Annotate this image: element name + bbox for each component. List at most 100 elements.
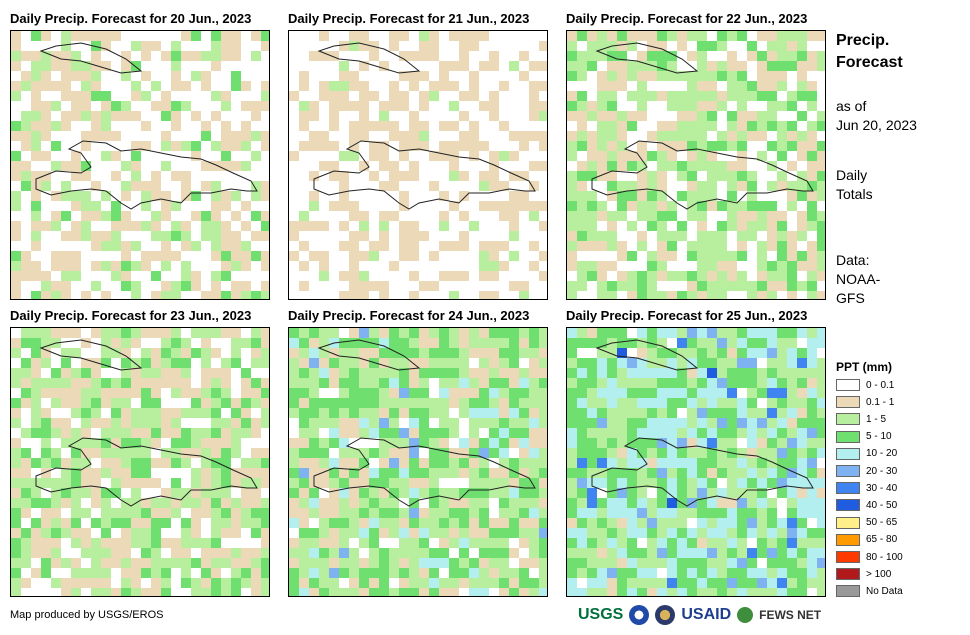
precip-cell	[767, 578, 777, 588]
precip-cell	[747, 141, 757, 151]
precip-cell	[747, 281, 757, 291]
precip-cell	[499, 111, 509, 121]
precip-cell	[757, 41, 767, 51]
precip-cell	[151, 171, 161, 181]
precip-cell	[51, 261, 61, 271]
precip-cell	[81, 388, 91, 398]
precip-cell	[489, 191, 499, 201]
precip-cell	[617, 201, 627, 211]
precip-cell	[369, 448, 379, 458]
precip-cell	[529, 191, 539, 201]
precip-cell	[11, 348, 21, 358]
precip-cell	[251, 408, 261, 418]
precip-cell	[171, 201, 181, 211]
precip-cell	[797, 428, 807, 438]
precip-cell	[359, 51, 369, 61]
precip-cell	[439, 398, 449, 408]
precip-cell	[687, 81, 697, 91]
precip-cell	[509, 221, 519, 231]
precip-cell	[141, 161, 151, 171]
precip-cell	[319, 558, 329, 568]
precip-cell	[687, 378, 697, 388]
precip-cell	[379, 221, 389, 231]
precip-cell	[697, 41, 707, 51]
precip-cell	[221, 51, 231, 61]
precip-cell	[627, 458, 637, 468]
precip-cell	[389, 91, 399, 101]
precip-cell	[449, 71, 459, 81]
precip-cell	[587, 328, 597, 338]
precip-cell	[369, 508, 379, 518]
precip-cell	[687, 548, 697, 558]
precip-cell	[131, 558, 141, 568]
precip-cell	[191, 91, 201, 101]
precip-cell	[519, 121, 529, 131]
precip-cell	[359, 388, 369, 398]
precip-cell	[587, 388, 597, 398]
precip-cell	[191, 398, 201, 408]
precip-cell	[597, 548, 607, 558]
precip-cell	[757, 251, 767, 261]
precip-cell	[767, 378, 777, 388]
precip-cell	[329, 498, 339, 508]
precip-cell	[409, 438, 419, 448]
precip-cell	[707, 478, 717, 488]
precip-cell	[597, 71, 607, 81]
precip-cell	[231, 81, 241, 91]
precip-cell	[191, 211, 201, 221]
precip-cell	[587, 358, 597, 368]
precip-cell	[241, 41, 251, 51]
precip-cell	[101, 81, 111, 91]
precip-cell	[379, 201, 389, 211]
precip-cell	[151, 498, 161, 508]
precip-cell	[737, 71, 747, 81]
precip-cell	[21, 438, 31, 448]
precip-cell	[241, 71, 251, 81]
precip-cell	[587, 588, 597, 596]
precip-cell	[71, 221, 81, 231]
precip-cell	[817, 221, 825, 231]
precip-cell	[617, 588, 627, 596]
precip-cell	[349, 181, 359, 191]
precip-cell	[221, 338, 231, 348]
precip-cell	[617, 328, 627, 338]
precip-cell	[479, 478, 489, 488]
precip-cell	[61, 358, 71, 368]
precip-cell	[419, 378, 429, 388]
precip-cell	[191, 201, 201, 211]
precip-cell	[707, 458, 717, 468]
precip-cell	[807, 478, 817, 488]
precip-cell	[747, 241, 757, 251]
precip-cell	[81, 71, 91, 81]
precip-cell	[161, 81, 171, 91]
precip-cell	[697, 558, 707, 568]
precip-cell	[539, 281, 547, 291]
precip-cell	[181, 171, 191, 181]
precip-cell	[11, 111, 21, 121]
precip-cell	[161, 241, 171, 251]
precip-cell	[399, 31, 409, 41]
precip-cell	[289, 151, 299, 161]
precip-cell	[419, 438, 429, 448]
precip-cell	[11, 328, 21, 338]
precip-cell	[597, 131, 607, 141]
precip-cell	[51, 281, 61, 291]
precip-cell	[181, 211, 191, 221]
precip-cell	[697, 478, 707, 488]
precip-cell	[519, 141, 529, 151]
precip-cell	[51, 61, 61, 71]
precip-cell	[817, 348, 825, 358]
precip-cell	[41, 41, 51, 51]
precip-cell	[181, 271, 191, 281]
precip-cell	[787, 558, 797, 568]
precip-cell	[727, 338, 737, 348]
precip-cell	[567, 291, 577, 299]
partner-logos: USGS USAID FEWS NET	[578, 602, 821, 628]
precip-cell	[627, 538, 637, 548]
precip-cell	[359, 558, 369, 568]
precip-cell	[161, 271, 171, 281]
precip-cell	[787, 358, 797, 368]
precip-cell	[171, 261, 181, 271]
precip-cell	[349, 251, 359, 261]
precip-cell	[309, 101, 319, 111]
